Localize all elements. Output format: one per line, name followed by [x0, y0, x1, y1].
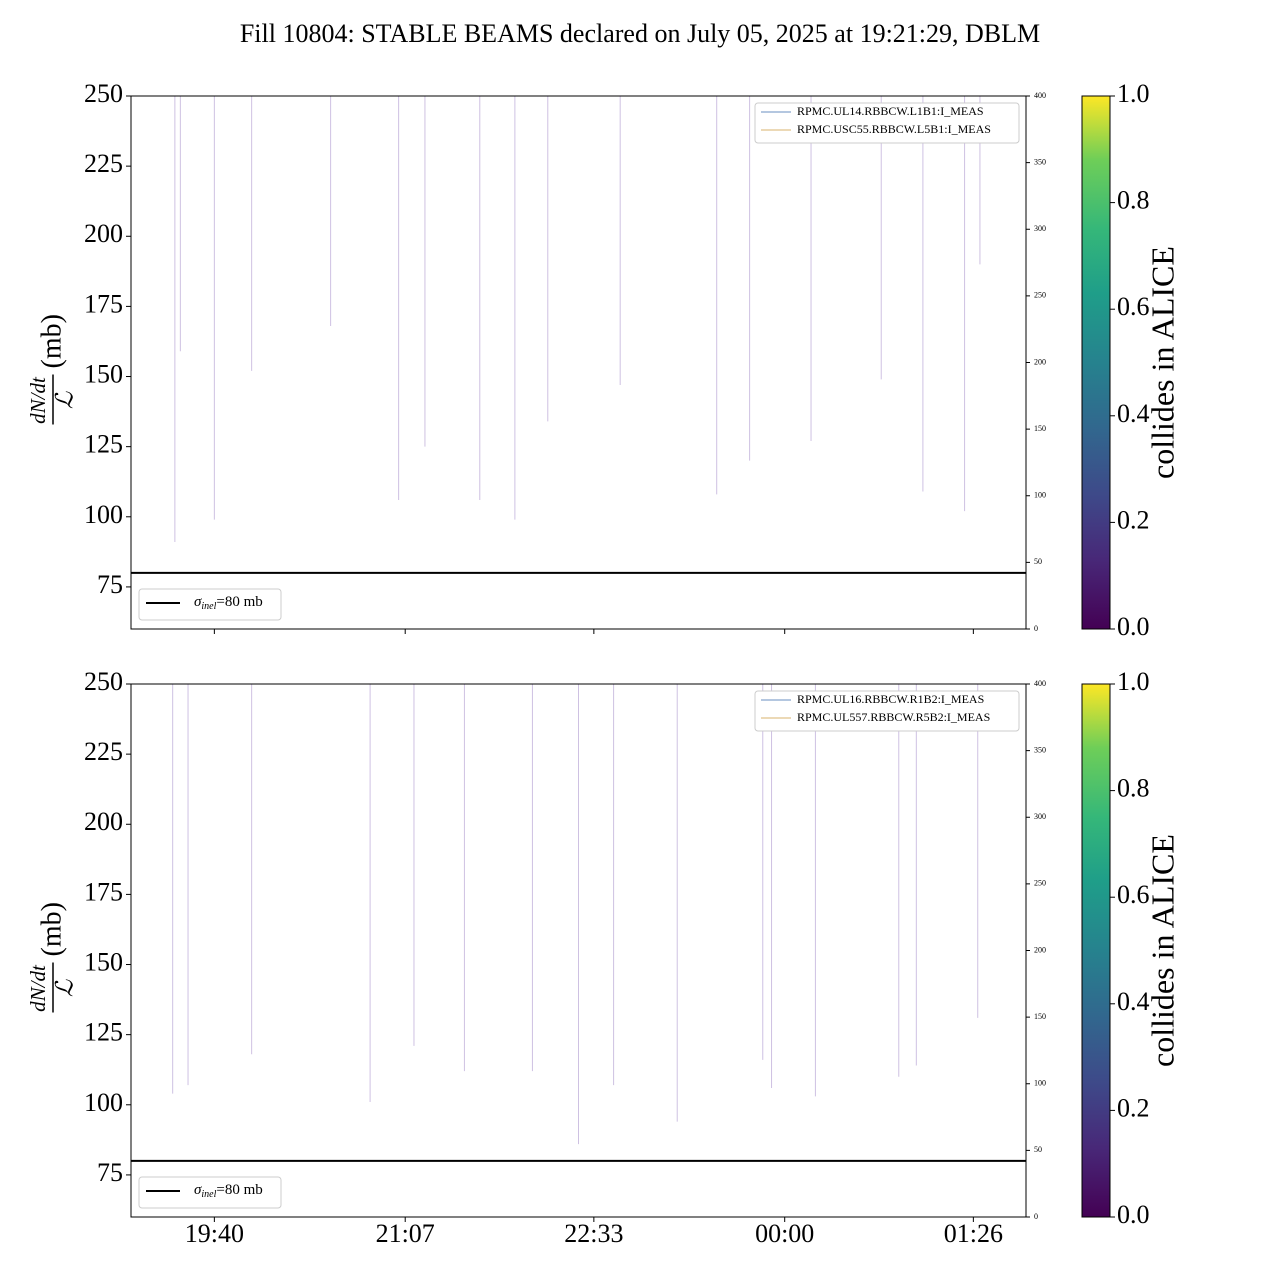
- colorbar: [1081, 95, 1111, 630]
- x-tick-label: 22:33: [564, 1219, 623, 1248]
- legend-label: RPMC.UL557.RBBCW.R5B2:I_MEAS: [797, 710, 990, 724]
- colorbar-tick-label: 0.4: [1117, 987, 1150, 1016]
- legend-label: σinel=80 mb: [194, 594, 263, 612]
- y-tick-label: 75: [97, 570, 123, 599]
- x-tick-label: 21:07: [376, 1219, 435, 1248]
- y-tick-label: 200: [84, 219, 123, 248]
- y2-tick-label: 200: [1034, 945, 1046, 954]
- y-tick-label: 225: [84, 149, 123, 178]
- y-tick-label: 125: [84, 1018, 123, 1047]
- colorbar-tick-label: 0.4: [1117, 399, 1150, 428]
- legend-box: [138, 588, 282, 621]
- legend-symbol: σ: [194, 594, 202, 610]
- y2-tick-label: 100: [1034, 1079, 1046, 1088]
- colorbar: [1081, 683, 1111, 1218]
- y-label-numerator: dN/dt: [26, 376, 50, 424]
- y2-tick-label: 300: [1034, 812, 1046, 821]
- y2-tick-label: 250: [1034, 879, 1046, 888]
- y-tick-label: 150: [84, 359, 123, 388]
- y-label-unit: (mb): [36, 902, 67, 956]
- y2-tick-label: 400: [1034, 91, 1046, 100]
- y2-tick-label: 150: [1034, 1012, 1046, 1021]
- legend-subscript: inel: [201, 1189, 216, 1200]
- legend-subscript: inel: [201, 601, 216, 612]
- y-label-denominator: ℒ: [53, 979, 79, 997]
- colorbar-tick-label: 0.8: [1117, 186, 1150, 215]
- y-label-unit: (mb): [36, 314, 67, 368]
- legend-label: RPMC.UL14.RBBCW.L1B1:I_MEAS: [797, 104, 984, 118]
- colorbar-tick-label: 0.0: [1117, 1200, 1150, 1229]
- y-tick-label: 75: [97, 1158, 123, 1187]
- x-tick-label: 19:40: [185, 1219, 244, 1248]
- legend-box: [138, 1176, 282, 1209]
- y2-tick-label: 50: [1034, 557, 1042, 566]
- colorbar-tick-label: 1.0: [1117, 79, 1150, 108]
- y-axis-label: dN/dt ℒ (mb): [26, 902, 79, 1013]
- colorbar-tick-label: 0.8: [1117, 774, 1150, 803]
- y-tick-label: 225: [84, 737, 123, 766]
- y2-tick-label: 250: [1034, 291, 1046, 300]
- colorbar-tick-label: 1.0: [1117, 667, 1150, 696]
- y-tick-label: 100: [84, 1088, 123, 1117]
- y-label-numerator: dN/dt: [26, 964, 50, 1012]
- x-tick-label: 00:00: [755, 1219, 814, 1248]
- plot-frame: [130, 95, 1027, 630]
- y-tick-label: 250: [84, 667, 123, 696]
- legend-box: [754, 690, 1020, 732]
- y2-tick-label: 350: [1034, 745, 1046, 754]
- legend-rest: =80 mb: [216, 1182, 262, 1198]
- y-tick-label: 175: [84, 877, 123, 906]
- legend-rest: =80 mb: [216, 594, 262, 610]
- colorbar-label: collides in ALICE: [1144, 834, 1180, 1067]
- figure-title: Fill 10804: STABLE BEAMS declared on Jul…: [240, 19, 1040, 48]
- y2-tick-label: 100: [1034, 491, 1046, 500]
- legend-symbol: σ: [194, 1182, 202, 1198]
- y-tick-label: 175: [84, 289, 123, 318]
- legend-box: [754, 102, 1020, 144]
- y2-tick-label: 200: [1034, 357, 1046, 366]
- legend-label: RPMC.USC55.RBBCW.L5B1:I_MEAS: [797, 122, 991, 136]
- y-axis-label: dN/dt ℒ (mb): [26, 314, 79, 425]
- y-tick-label: 125: [84, 430, 123, 459]
- y2-tick-label: 300: [1034, 224, 1046, 233]
- colorbar-tick-label: 0.2: [1117, 505, 1150, 534]
- y-label-denominator: ℒ: [53, 391, 79, 409]
- y2-tick-label: 0: [1034, 1212, 1038, 1221]
- colorbar-tick-label: 0.6: [1117, 292, 1150, 321]
- colorbar-tick-label: 0.6: [1117, 880, 1150, 909]
- colorbar-tick-label: 0.0: [1117, 612, 1150, 641]
- y2-tick-label: 350: [1034, 157, 1046, 166]
- x-tick-label: 01:26: [944, 1219, 1003, 1248]
- y2-tick-label: 0: [1034, 624, 1038, 633]
- legend-label: RPMC.UL16.RBBCW.R1B2:I_MEAS: [797, 692, 984, 706]
- y-tick-label: 150: [84, 947, 123, 976]
- y2-tick-label: 50: [1034, 1145, 1042, 1154]
- colorbar-tick-label: 0.2: [1117, 1093, 1150, 1122]
- y2-tick-label: 400: [1034, 679, 1046, 688]
- y-tick-label: 200: [84, 807, 123, 836]
- y-tick-label: 250: [84, 79, 123, 108]
- y2-tick-label: 150: [1034, 424, 1046, 433]
- y-tick-label: 100: [84, 500, 123, 529]
- legend-label: σinel=80 mb: [194, 1182, 263, 1200]
- colorbar-label: collides in ALICE: [1144, 246, 1180, 479]
